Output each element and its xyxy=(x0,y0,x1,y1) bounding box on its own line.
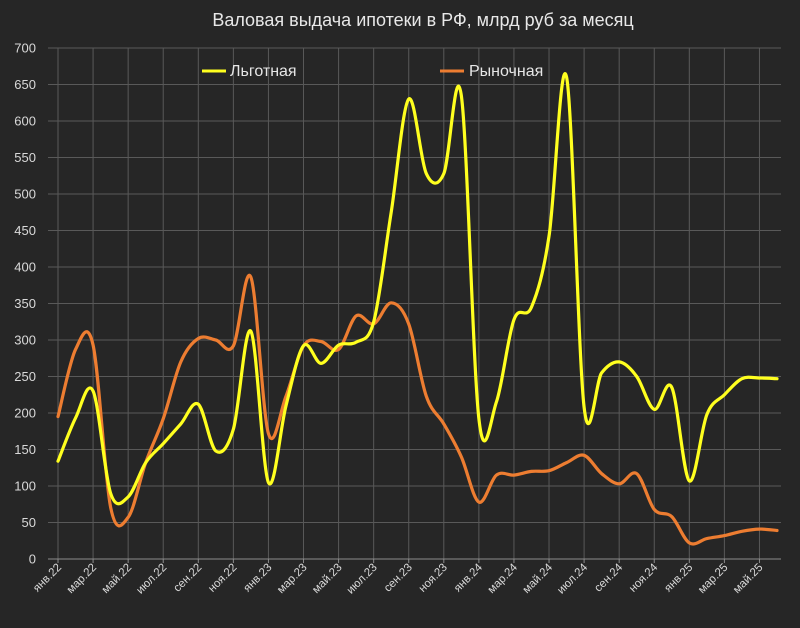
x-tick-label: июл.23 xyxy=(345,562,380,597)
x-tick-label: июл.24 xyxy=(555,561,590,596)
x-tick-label: сен.24 xyxy=(592,561,625,594)
y-tick-label: 0 xyxy=(29,552,36,567)
series-line-lgotnaya xyxy=(56,72,779,506)
gridlines xyxy=(48,47,781,560)
y-tick-label: 150 xyxy=(14,442,36,457)
x-tick-label: янв.25 xyxy=(662,562,695,595)
y-tick-label: 600 xyxy=(14,114,36,129)
legend-label-lgotnaya: Льготная xyxy=(230,63,297,80)
x-tick-label: мар.22 xyxy=(65,562,99,596)
x-tick-label: ноя.23 xyxy=(417,562,450,595)
y-tick-label: 350 xyxy=(14,296,36,311)
y-tick-label: 250 xyxy=(14,369,36,384)
legend: Льготная Рыночная xyxy=(202,63,543,80)
chart-title: Валовая выдача ипотеки в РФ, млрд руб за… xyxy=(212,10,633,30)
x-tick-label: янв.22 xyxy=(31,562,64,595)
x-tick-label: май.25 xyxy=(731,562,765,596)
y-tick-label: 700 xyxy=(14,41,36,56)
x-axis: янв.22 мар.22 май.22 июл.22 сен.22 ноя.22 янв.… xyxy=(31,558,781,597)
x-tick-label: мар.25 xyxy=(696,562,730,596)
x-tick-label: сен.23 xyxy=(382,562,415,595)
y-tick-label: 200 xyxy=(14,406,36,421)
series-line-rynochnaya xyxy=(56,273,779,546)
legend-label-rynochnaya: Рыночная xyxy=(469,63,543,80)
x-tick-label: янв.23 xyxy=(242,562,275,595)
x-tick-label: май.23 xyxy=(310,562,344,596)
y-tick-label: 450 xyxy=(14,223,36,238)
x-tick-label: сен.22 xyxy=(172,562,205,595)
series-lines xyxy=(56,72,779,546)
x-tick-label: ноя.24 xyxy=(627,561,661,595)
y-tick-label: 650 xyxy=(14,77,36,92)
x-tick-label: мар.23 xyxy=(275,562,309,596)
y-tick-label: 300 xyxy=(14,333,36,348)
y-tick-label: 50 xyxy=(22,515,36,530)
y-tick-label: 400 xyxy=(14,260,36,275)
x-tick-label: июл.22 xyxy=(134,562,169,597)
x-tick-label: ноя.22 xyxy=(206,562,239,595)
x-tick-label: май.22 xyxy=(100,562,134,596)
x-tick-label: мар.24 xyxy=(486,561,521,596)
y-tick-label: 500 xyxy=(14,187,36,202)
y-axis: 0 50 100 150 200 250 300 350 400 450 500 550 600 650 7… xyxy=(14,41,36,567)
y-tick-label: 550 xyxy=(14,150,36,165)
x-tick-label: май.24 xyxy=(521,561,556,596)
y-tick-label: 100 xyxy=(14,479,36,494)
x-tick-label: янв.24 xyxy=(452,561,485,594)
